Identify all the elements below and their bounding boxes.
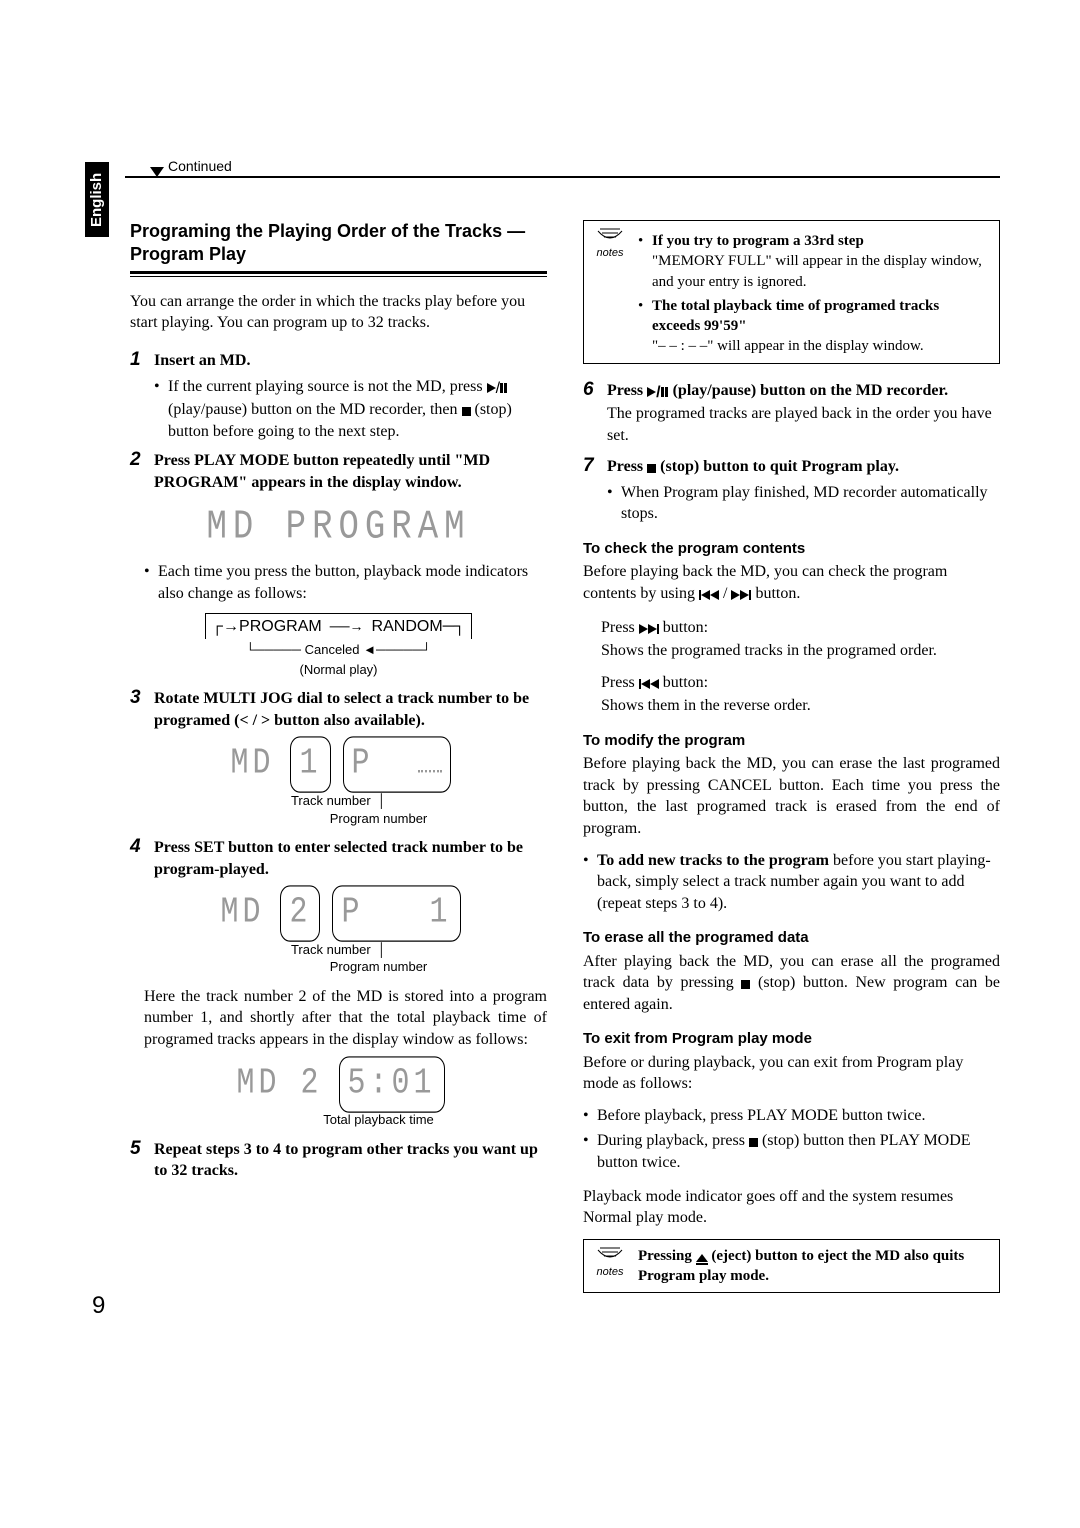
notes1-h1: If you try to program a 33rd step	[652, 233, 864, 249]
step-7: 7 Press (stop) button to quit Program pl…	[583, 456, 1000, 525]
title-rule	[130, 271, 547, 277]
lcd-p-box: P 1	[332, 886, 460, 942]
step-2: 2 Press PLAY MODE button repeatedly unti…	[130, 450, 547, 493]
notes-box-2: notes Pressing (eject) button to eject t…	[583, 1239, 1000, 1294]
lcd-p-box: P	[343, 737, 451, 793]
step-number: 4	[130, 837, 154, 880]
check-body: Before playing back the MD, you can chec…	[583, 561, 1000, 606]
check-heading: To check the program contents	[583, 539, 1000, 559]
step-number: 3	[130, 688, 154, 731]
exit-after: Playback mode indicator goes off and the…	[583, 1186, 1000, 1229]
lcd-labels-step3: Track number │ Program number	[130, 792, 547, 827]
exit-bullet-2: During playback, press (stop) button the…	[597, 1130, 1000, 1173]
erase-body: After playing back the MD, you can erase…	[583, 951, 1000, 1016]
step-heading: Insert an MD.	[154, 350, 547, 372]
step-heading: Repeat steps 3 to 4 to program other tra…	[154, 1139, 547, 1182]
lcd-md: MD	[232, 1060, 284, 1109]
notes-icon: notes	[590, 1246, 630, 1287]
notes-box-1: notes •If you try to program a 33rd step…	[583, 220, 1000, 364]
lcd-time-box: 5:01	[339, 1056, 445, 1112]
lcd-track: 2	[296, 1060, 326, 1109]
lcd-track-box: 2	[280, 886, 320, 942]
step-heading: Press (stop) button to quit Program play…	[607, 456, 1000, 478]
step-number: 1	[130, 350, 154, 442]
step-number: 2	[130, 450, 154, 493]
step7-bullet: When Program play finished, MD recorder …	[621, 482, 1000, 525]
lcd-step4b: MD 2 5:01	[130, 1061, 547, 1108]
step-3: 3 Rotate MULTI JOG dial to select a trac…	[130, 688, 547, 731]
step-5: 5 Repeat steps 3 to 4 to program other t…	[130, 1139, 547, 1182]
notes-icon: notes	[590, 227, 630, 357]
playmode-normal: (Normal play)	[130, 661, 547, 679]
left-column: Programing the Playing Order of the Trac…	[130, 220, 547, 1309]
notes1-h2: The total playback time of programed tra…	[652, 298, 939, 334]
step-1: 1 Insert an MD. • If the current playing…	[130, 350, 547, 442]
track-number-label: Track number	[291, 942, 371, 957]
track-number-label: Track number	[291, 793, 371, 808]
lcd-md: MD	[226, 740, 278, 789]
page-number: 9	[92, 1290, 105, 1322]
playmode-program: PROGRAM	[239, 616, 322, 638]
step-number: 5	[130, 1139, 154, 1182]
check-fwd: Press button: Shows the programed tracks…	[583, 617, 1000, 662]
program-number-label: Program number	[330, 811, 428, 826]
total-time-label: Total playback time	[323, 1112, 434, 1127]
lcd-step4: MD 2 P 1	[130, 890, 547, 937]
notes2-text: Pressing (eject) button to eject the MD …	[638, 1248, 964, 1284]
continued-label: Continued	[168, 157, 232, 176]
lcd-track-box: 1	[290, 737, 330, 793]
step1-bullet: If the current playing source is not the…	[168, 376, 547, 443]
modify-heading: To modify the program	[583, 731, 1000, 751]
check-rev: Press button: Shows them in the reverse …	[583, 672, 1000, 717]
erase-heading: To erase all the programed data	[583, 928, 1000, 948]
notes1-b2: "– – : – –" will appear in the display w…	[652, 338, 924, 354]
notes1-b1: "MEMORY FULL" will appear in the display…	[652, 253, 982, 289]
modify-body: Before playing back the MD, you can eras…	[583, 753, 1000, 839]
lcd-md: MD	[216, 889, 268, 938]
continued-arrow-icon	[150, 167, 164, 177]
bullet-mark: •	[154, 376, 168, 443]
step6-body: The programed tracks are played back in …	[607, 403, 1000, 446]
playmode-diagram: ┌→ PROGRAM ──→ RANDOM ─┐ └───── Canceled…	[130, 613, 547, 679]
continued-bar: Continued	[125, 160, 1000, 178]
bullet-mark: •	[144, 561, 158, 604]
step-heading: Rotate MULTI JOG dial to select a track …	[154, 688, 547, 731]
step4-after-text: Here the track number 2 of the MD is sto…	[130, 986, 547, 1051]
section-title: Programing the Playing Order of the Trac…	[130, 220, 547, 267]
exit-heading: To exit from Program play mode	[583, 1029, 1000, 1049]
step-number: 7	[583, 456, 607, 525]
step-heading: Press / (play/pause) button on the MD re…	[607, 380, 1000, 404]
right-column: notes •If you try to program a 33rd step…	[583, 220, 1000, 1309]
intro-text: You can arrange the order in which the t…	[130, 291, 547, 334]
step-heading: Press PLAY MODE button repeatedly until …	[154, 450, 547, 493]
step-4: 4 Press SET button to enter selected tra…	[130, 837, 547, 880]
playmode-canceled: Canceled	[305, 642, 360, 657]
step2-bullet: Each time you press the button, playback…	[158, 561, 547, 604]
lcd-md-program: MD PROGRAM	[130, 501, 547, 556]
lcd-labels-step4: Track number │ Program number	[130, 941, 547, 976]
lcd-labels-time: Total playback time	[130, 1111, 547, 1129]
exit-body: Before or during playback, you can exit …	[583, 1052, 1000, 1095]
program-number-label: Program number	[330, 959, 428, 974]
step-6: 6 Press / (play/pause) button on the MD …	[583, 380, 1000, 447]
playmode-random: RANDOM	[372, 616, 443, 638]
lcd-step3: MD 1 P	[130, 741, 547, 788]
exit-bullet-1: Before playback, press PLAY MODE button …	[597, 1105, 1000, 1127]
step-heading: Press SET button to enter selected track…	[154, 837, 547, 880]
language-tab: English	[85, 162, 109, 237]
modify-bullet: To add new tracks to the program before …	[597, 850, 1000, 915]
step-number: 6	[583, 380, 607, 447]
